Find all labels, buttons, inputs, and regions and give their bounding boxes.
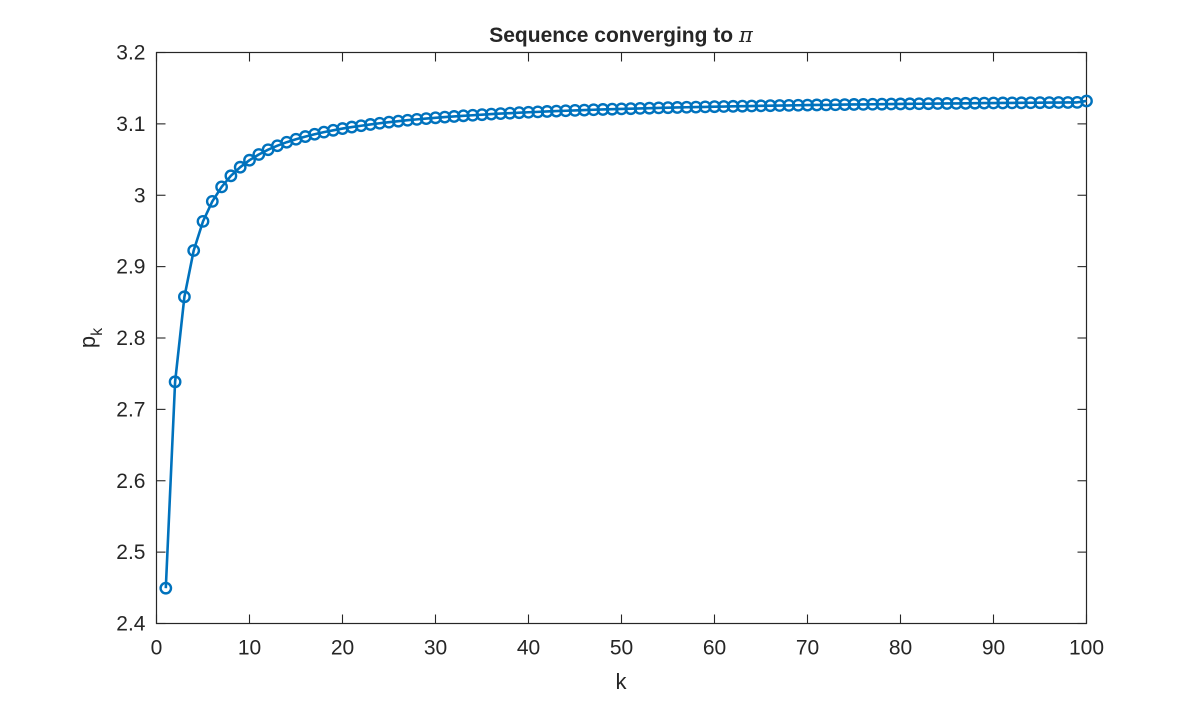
chart-title: Sequence converging to π	[489, 23, 754, 47]
y-tick-label: 2.6	[116, 470, 145, 493]
x-tick-label: 80	[889, 637, 912, 660]
y-tick-label: 2.4	[116, 613, 146, 636]
y-tick-label: 2.5	[116, 541, 145, 564]
x-tick-label: 50	[610, 637, 633, 660]
x-tick-label: 10	[238, 637, 261, 660]
x-tick-label: 90	[982, 637, 1005, 660]
data-point-marker	[243, 153, 256, 167]
data-point-marker	[177, 290, 191, 304]
x-tick-label: 0	[151, 637, 163, 660]
y-tick-label: 3.1	[116, 113, 145, 136]
x-tick-label: 70	[796, 637, 819, 660]
y-tick-label: 3.2	[116, 42, 145, 65]
x-tick-label: 100	[1069, 637, 1104, 660]
y-tick-label: 2.8	[116, 327, 145, 350]
data-point-marker	[215, 180, 229, 194]
y-tick-label: 3	[134, 184, 146, 207]
x-tick-label: 30	[424, 637, 447, 660]
data-point-marker	[205, 194, 219, 208]
data-point-marker	[168, 375, 182, 389]
y-tick-label: 2.7	[116, 398, 145, 421]
data-point-marker	[224, 169, 238, 183]
svg-text:pk: pk	[75, 327, 106, 348]
axes: 0 10 20 30 40 50 60 70 80 90 100 2.4 2.5 2.6 2.7 2.8 2.9…	[116, 42, 1104, 660]
data-point-marker	[187, 244, 201, 257]
data-point-marker	[233, 160, 247, 174]
x-tick-label: 40	[517, 637, 540, 660]
data-series-markers	[159, 94, 1093, 595]
data-series-line	[164, 99, 1087, 589]
data-point-marker	[1080, 94, 1093, 108]
y-axis-label: pk	[75, 327, 106, 348]
x-tick-label: 20	[331, 637, 354, 660]
series-line	[164, 99, 1087, 589]
x-tick-label: 60	[703, 637, 726, 660]
data-point-marker	[196, 214, 210, 228]
y-tick-label: 2.9	[116, 256, 145, 279]
x-axis-label: k	[616, 669, 628, 694]
data-point-marker	[159, 581, 173, 595]
